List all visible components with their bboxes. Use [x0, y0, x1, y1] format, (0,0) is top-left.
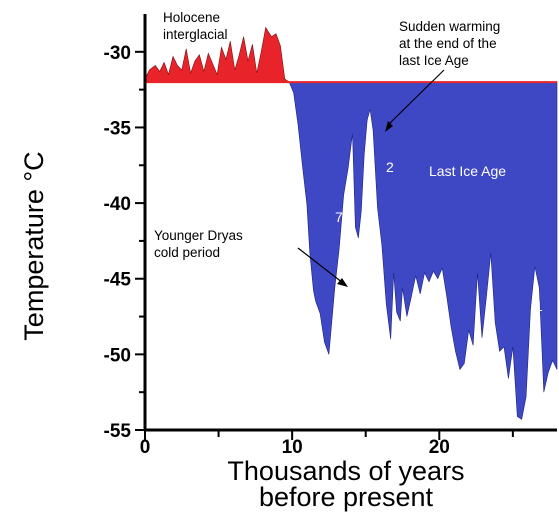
temperature-area — [144, 26, 558, 420]
x-tick-label: 20 — [429, 437, 450, 458]
x-axis-title-line2: before present — [259, 482, 434, 512]
younger-dryas-label-line2: cold period — [154, 245, 220, 260]
event-number-2: 2 — [386, 159, 394, 175]
younger-dryas-arrow-line — [297, 247, 344, 284]
last-ice-age-label: Last Ice Age — [429, 163, 506, 179]
holocene-label-line1: Holocene — [163, 10, 220, 25]
x-tick-label: 0 — [140, 437, 151, 458]
y-tick-label: -55 — [104, 421, 132, 442]
event-number-1: 1 — [535, 298, 543, 314]
x-axis-title-line1: Thousands of years — [227, 456, 464, 486]
y-tick-label: -40 — [104, 194, 131, 215]
younger-dryas-label-line1: Younger Dryas — [154, 228, 243, 243]
warming-label-line2: at the end of the — [399, 36, 497, 51]
x-tick-label: 10 — [282, 437, 303, 458]
y-axis-title: Temperature °C — [19, 151, 49, 340]
y-tick-label: -35 — [104, 118, 132, 139]
axes — [135, 14, 557, 440]
tick-labels: -30 -35 -40 -45 -50 -55 0 10 20 — [104, 43, 450, 458]
event-number-7: 7 — [335, 209, 343, 225]
ice-age-cold-area — [144, 82, 558, 420]
holocene-warm-area — [144, 26, 558, 83]
warming-arrow-line — [387, 69, 445, 126]
warming-arrow-head — [385, 121, 393, 132]
event-number-6: 6 — [348, 239, 356, 255]
event-number-3: 3 — [364, 159, 372, 175]
y-tick-label: -30 — [104, 43, 131, 64]
warming-label-line1: Sudden warming — [399, 19, 500, 34]
younger-dryas-arrow-head — [337, 278, 348, 287]
holocene-label-line2: interglacial — [163, 27, 228, 42]
y-tick-label: -50 — [104, 345, 131, 366]
y-tick-label: -45 — [104, 270, 132, 291]
warming-label-line3: last Ice Age — [399, 53, 469, 68]
